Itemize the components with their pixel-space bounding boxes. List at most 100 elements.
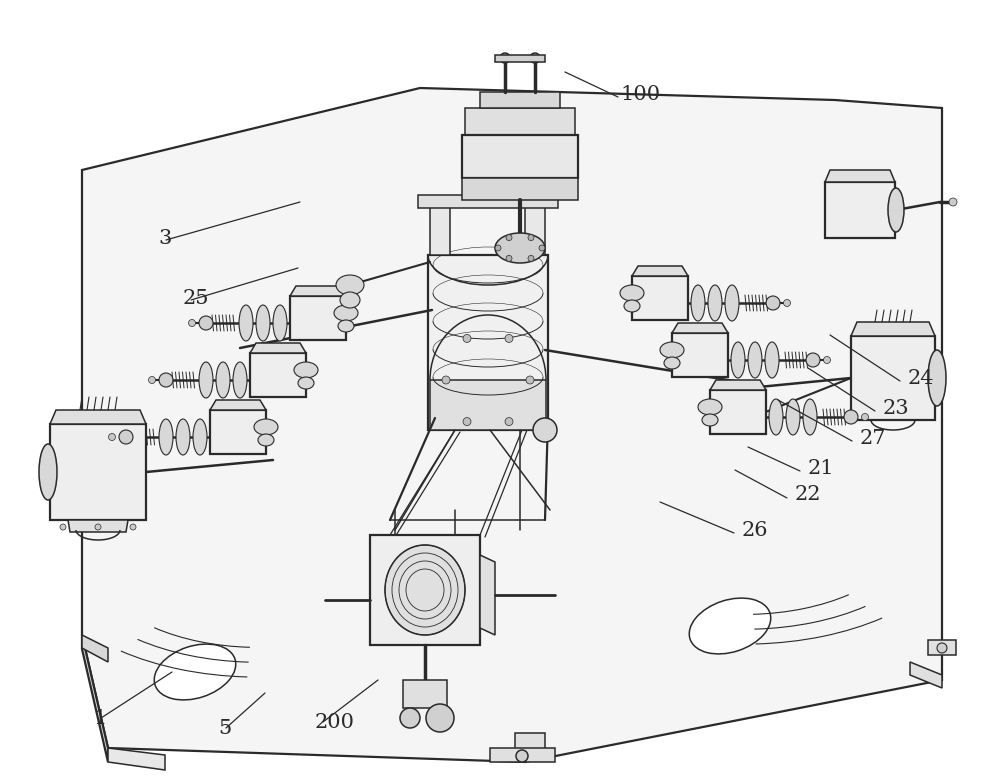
Ellipse shape — [340, 292, 360, 308]
Text: 3: 3 — [158, 228, 171, 248]
Circle shape — [506, 234, 512, 241]
Polygon shape — [290, 296, 346, 340]
Polygon shape — [480, 555, 495, 635]
Circle shape — [500, 53, 510, 63]
Polygon shape — [82, 635, 108, 662]
Ellipse shape — [334, 305, 358, 321]
Text: 5: 5 — [218, 719, 231, 737]
Ellipse shape — [254, 419, 278, 435]
Circle shape — [159, 373, 173, 387]
Polygon shape — [418, 195, 558, 208]
Ellipse shape — [233, 362, 247, 398]
Ellipse shape — [385, 545, 465, 635]
Polygon shape — [490, 748, 555, 762]
Polygon shape — [428, 255, 548, 430]
Polygon shape — [480, 92, 560, 108]
Ellipse shape — [199, 362, 213, 398]
Polygon shape — [825, 182, 895, 238]
Circle shape — [442, 376, 450, 384]
Text: 100: 100 — [620, 85, 660, 105]
Text: 24: 24 — [908, 369, 934, 387]
Polygon shape — [50, 424, 146, 520]
Polygon shape — [108, 748, 165, 770]
Polygon shape — [710, 380, 766, 390]
Polygon shape — [68, 520, 128, 532]
Circle shape — [505, 334, 513, 342]
Polygon shape — [632, 276, 688, 320]
Polygon shape — [851, 336, 935, 420]
Circle shape — [844, 410, 858, 424]
Ellipse shape — [336, 275, 364, 295]
Polygon shape — [462, 135, 578, 178]
Polygon shape — [465, 108, 575, 135]
Text: 26: 26 — [742, 521, 768, 539]
Circle shape — [530, 53, 540, 63]
Ellipse shape — [39, 444, 57, 500]
Polygon shape — [82, 635, 108, 762]
Circle shape — [188, 320, 196, 327]
Circle shape — [108, 434, 116, 441]
Polygon shape — [462, 178, 578, 200]
Circle shape — [505, 417, 513, 425]
Circle shape — [130, 524, 136, 530]
Polygon shape — [928, 640, 956, 655]
Circle shape — [949, 198, 957, 206]
Text: 25: 25 — [183, 289, 210, 307]
Polygon shape — [672, 323, 728, 333]
Circle shape — [463, 417, 471, 425]
Text: 200: 200 — [315, 712, 355, 732]
Circle shape — [199, 316, 213, 330]
Ellipse shape — [216, 362, 230, 398]
Ellipse shape — [176, 419, 190, 455]
Bar — [515, 733, 545, 751]
Ellipse shape — [769, 399, 783, 435]
Polygon shape — [370, 535, 480, 645]
Ellipse shape — [731, 342, 745, 378]
Ellipse shape — [624, 300, 640, 312]
Polygon shape — [250, 353, 306, 397]
Polygon shape — [82, 88, 942, 762]
Ellipse shape — [725, 285, 739, 321]
Ellipse shape — [702, 414, 718, 426]
Polygon shape — [210, 410, 266, 454]
Text: 27: 27 — [860, 428, 887, 448]
Polygon shape — [710, 390, 766, 434]
Circle shape — [119, 430, 133, 444]
Ellipse shape — [698, 399, 722, 415]
Circle shape — [426, 704, 454, 732]
Ellipse shape — [786, 399, 800, 435]
Circle shape — [463, 334, 471, 342]
Circle shape — [506, 255, 512, 262]
Circle shape — [60, 524, 66, 530]
Polygon shape — [825, 170, 895, 182]
Ellipse shape — [298, 377, 314, 389]
Ellipse shape — [765, 342, 779, 378]
Ellipse shape — [689, 598, 771, 654]
Ellipse shape — [338, 320, 354, 332]
Circle shape — [95, 524, 101, 530]
Ellipse shape — [294, 362, 318, 378]
Ellipse shape — [256, 305, 270, 341]
Ellipse shape — [620, 285, 644, 301]
Circle shape — [400, 708, 420, 728]
Circle shape — [526, 376, 534, 384]
Circle shape — [806, 353, 820, 367]
Circle shape — [784, 300, 790, 307]
Polygon shape — [430, 200, 450, 255]
Circle shape — [528, 234, 534, 241]
Polygon shape — [250, 343, 306, 353]
Ellipse shape — [154, 644, 236, 700]
Polygon shape — [430, 380, 546, 430]
Text: 1: 1 — [93, 708, 106, 728]
Ellipse shape — [888, 188, 904, 232]
Circle shape — [539, 245, 545, 251]
Circle shape — [495, 245, 501, 251]
Ellipse shape — [660, 342, 684, 358]
Polygon shape — [672, 333, 728, 377]
Circle shape — [148, 376, 156, 383]
Ellipse shape — [664, 357, 680, 369]
Polygon shape — [210, 400, 266, 410]
Circle shape — [528, 255, 534, 262]
Ellipse shape — [258, 434, 274, 446]
Polygon shape — [403, 680, 447, 708]
